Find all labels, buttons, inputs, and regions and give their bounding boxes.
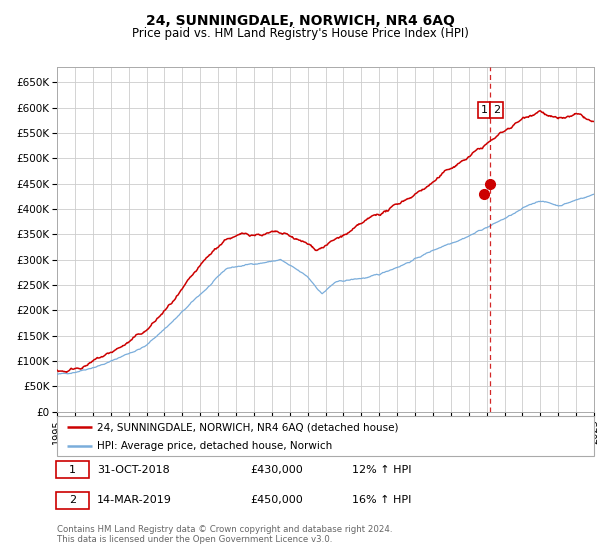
Text: HPI: Average price, detached house, Norwich: HPI: Average price, detached house, Norw… [97,441,332,451]
Text: 24, SUNNINGDALE, NORWICH, NR4 6AQ: 24, SUNNINGDALE, NORWICH, NR4 6AQ [146,14,454,28]
Text: Price paid vs. HM Land Registry's House Price Index (HPI): Price paid vs. HM Land Registry's House … [131,27,469,40]
Text: Contains HM Land Registry data © Crown copyright and database right 2024.
This d: Contains HM Land Registry data © Crown c… [57,525,392,544]
Text: £430,000: £430,000 [250,465,303,474]
Text: 1: 1 [481,105,487,115]
Text: 12% ↑ HPI: 12% ↑ HPI [352,465,412,474]
Text: 2: 2 [69,496,76,505]
Text: 31-OCT-2018: 31-OCT-2018 [97,465,170,474]
Text: 16% ↑ HPI: 16% ↑ HPI [352,496,412,505]
Text: 24, SUNNINGDALE, NORWICH, NR4 6AQ (detached house): 24, SUNNINGDALE, NORWICH, NR4 6AQ (detac… [97,422,399,432]
FancyBboxPatch shape [56,492,89,509]
Text: 14-MAR-2019: 14-MAR-2019 [97,496,172,505]
Text: £450,000: £450,000 [250,496,303,505]
FancyBboxPatch shape [56,461,89,478]
Text: 1: 1 [69,465,76,474]
Text: 2: 2 [493,105,500,115]
